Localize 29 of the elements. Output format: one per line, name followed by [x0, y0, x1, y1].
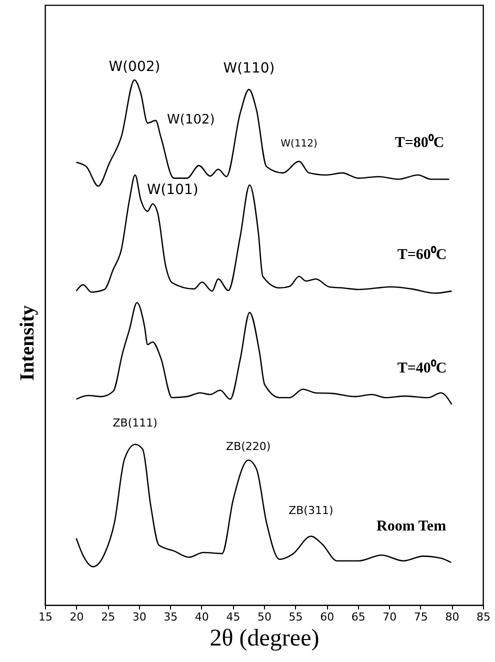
x-tick-label: 50	[258, 610, 272, 624]
series-label: T=80⁰C	[394, 133, 444, 152]
x-tick-label: 20	[70, 610, 84, 624]
series-label: Room Tem	[376, 518, 447, 534]
annotation: ZB(220)	[226, 440, 271, 454]
x-tick-label: 55	[288, 610, 303, 624]
x-tick-label: 40	[194, 610, 209, 624]
series-label: T=60⁰C	[397, 245, 447, 264]
x-tick-label: 45	[226, 610, 240, 624]
x-axis-title: 2θ (degree)	[210, 626, 320, 652]
x-tick-label: 85	[476, 610, 490, 624]
x-tick-label: 80	[445, 610, 460, 624]
annotation: W(102)	[167, 112, 215, 128]
annotation: W(002)	[108, 59, 160, 75]
x-tick-label: 35	[164, 610, 178, 624]
x-tick-label: 60	[320, 610, 334, 624]
annotation: ZB(111)	[112, 416, 158, 430]
x-tick-label: 65	[351, 610, 366, 624]
series-label: T=40⁰C	[397, 358, 447, 376]
annotation: W(101)	[146, 182, 198, 198]
x-tick-label: 30	[132, 610, 146, 624]
x-tick-label: 75	[414, 610, 428, 624]
annotation: W(110)	[223, 60, 275, 76]
annotation: ZB(311)	[288, 504, 334, 518]
x-tick-label: 70	[382, 610, 397, 624]
annotation: W(112)	[280, 138, 318, 150]
y-axis-title: Intensity	[16, 305, 38, 381]
x-tick-label: 15	[38, 610, 52, 624]
x-tick-label: 25	[101, 610, 116, 624]
